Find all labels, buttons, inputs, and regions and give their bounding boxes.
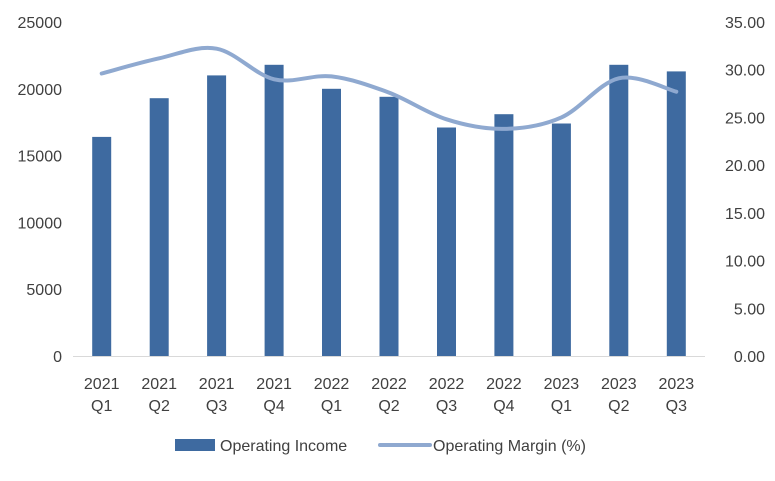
- bar: [379, 96, 399, 357]
- x-axis-tick-labels: 2021 Q1 2021 Q2 2021 Q3 2021 Q4 2022 Q1 2022 Q2 2022…: [84, 376, 694, 415]
- bar: [207, 75, 227, 357]
- right-axis-tick-label: 15.00: [725, 206, 765, 223]
- bar: [494, 114, 514, 356]
- bar: [609, 64, 629, 357]
- right-axis-tick-label: 35.00: [725, 15, 765, 32]
- legend: Operating Income Operating Margin (%): [175, 438, 586, 455]
- right-axis-tick-label: 5.00: [734, 301, 765, 318]
- legend-swatch-operating-income: [175, 439, 215, 451]
- legend-label-operating-income: Operating Income: [220, 438, 347, 455]
- bar: [264, 64, 284, 357]
- x-axis-tick-label: 2021 Q1: [84, 376, 120, 415]
- bar: [551, 123, 571, 356]
- bar-series: [92, 64, 686, 357]
- legend-label-operating-margin: Operating Margin (%): [433, 438, 586, 455]
- right-axis-tick-label: 10.00: [725, 254, 765, 271]
- x-axis-tick-label: 2022 Q2: [371, 376, 407, 415]
- left-axis-tick-labels: 0 5000 10000 15000 20000 25000: [18, 15, 63, 366]
- right-axis-tick-labels: 0.00 5.00 10.00 15.00 20.00 25.00 30.00 35.00: [725, 15, 765, 366]
- x-axis-tick-label: 2022 Q3: [429, 376, 465, 415]
- x-axis-tick-label: 2023 Q3: [659, 376, 695, 415]
- x-axis-tick-label: 2022 Q4: [486, 376, 522, 415]
- right-axis-tick-label: 20.00: [725, 158, 765, 175]
- left-axis-tick-label: 25000: [18, 15, 63, 32]
- right-axis-tick-label: 0.00: [734, 349, 765, 366]
- x-axis-tick-label: 2021 Q4: [256, 376, 292, 415]
- x-axis-tick-label: 2021 Q2: [141, 376, 177, 415]
- left-axis-tick-label: 0: [53, 349, 62, 366]
- x-axis-tick-label: 2023 Q1: [544, 376, 580, 415]
- line-series-path: [99, 45, 679, 131]
- left-axis-tick-label: 20000: [18, 82, 63, 99]
- x-axis-tick-label: 2022 Q1: [314, 376, 350, 415]
- x-axis-tick-label: 2023 Q2: [601, 376, 637, 415]
- bar: [92, 136, 112, 356]
- left-axis-tick-label: 5000: [26, 282, 62, 299]
- bar: [322, 88, 341, 357]
- left-axis-tick-label: 15000: [18, 149, 63, 166]
- bar: [437, 127, 456, 356]
- right-axis-tick-label: 30.00: [725, 63, 765, 80]
- bar: [666, 71, 686, 357]
- x-axis-tick-label: 2021 Q3: [199, 376, 235, 415]
- right-axis-tick-label: 25.00: [725, 110, 765, 127]
- bar: [149, 98, 169, 356]
- left-axis-tick-label: 10000: [18, 215, 63, 232]
